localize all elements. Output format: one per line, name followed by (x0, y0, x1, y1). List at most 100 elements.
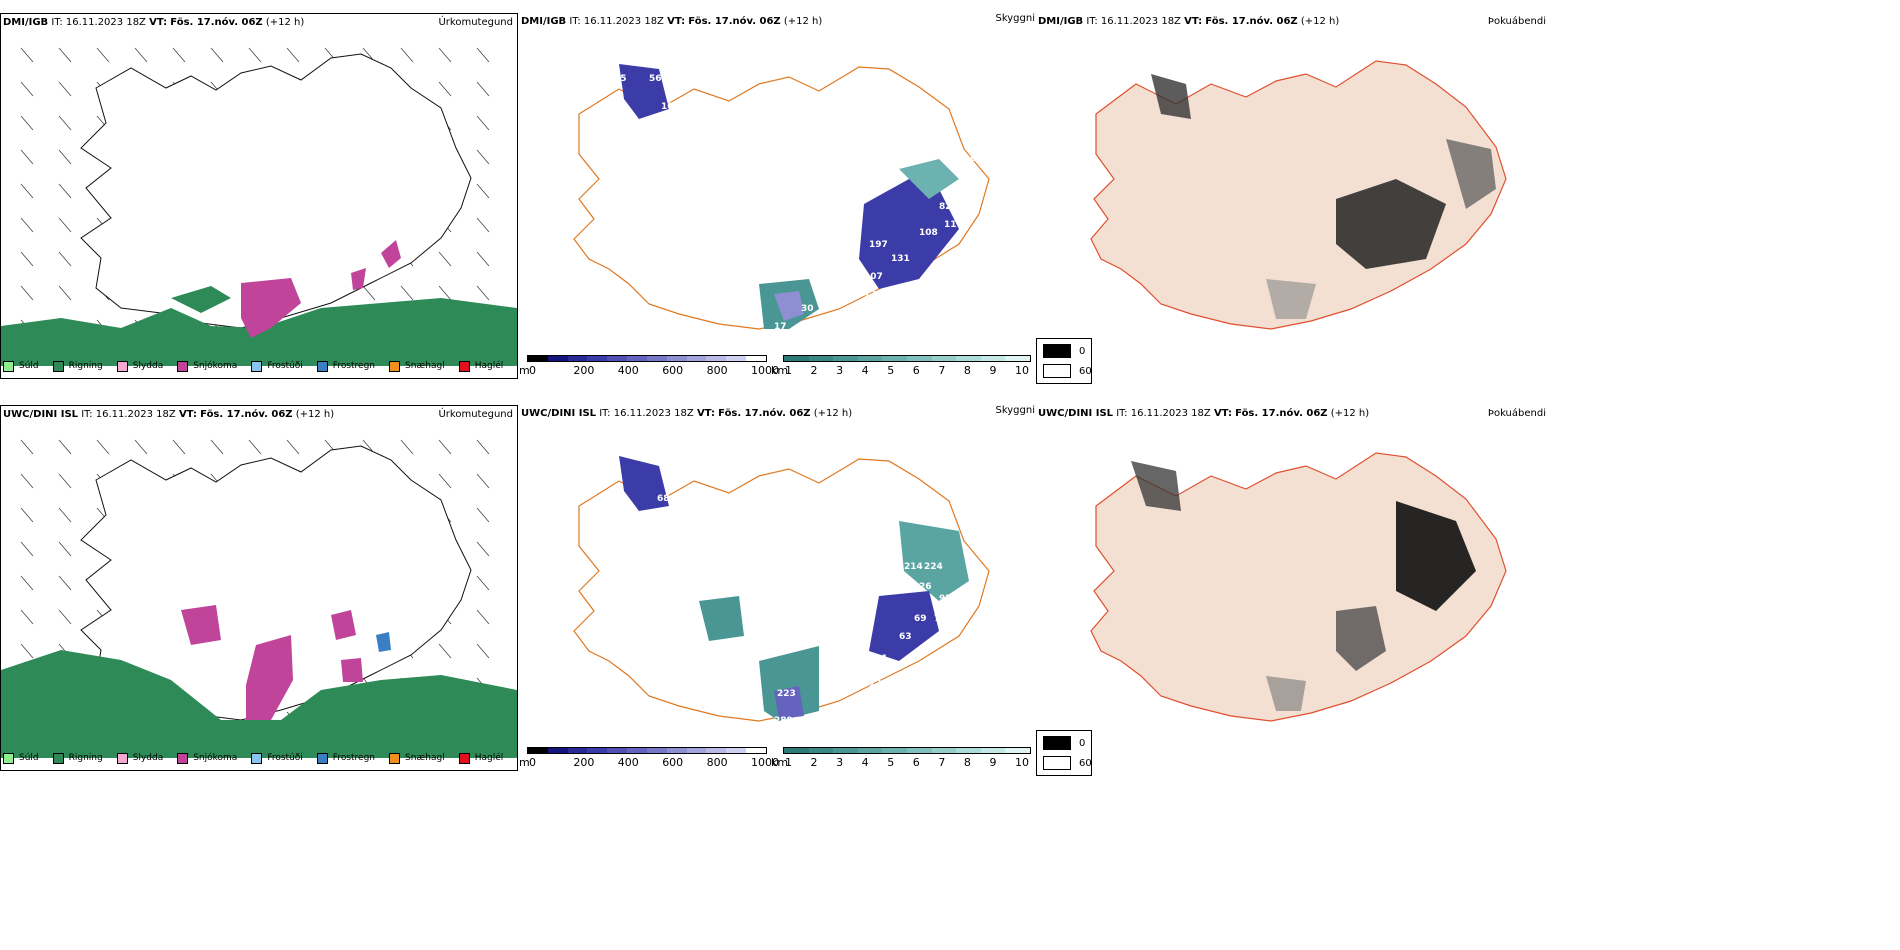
colorbar-tick: 1000 (751, 364, 779, 377)
wind-barb (172, 439, 186, 455)
colorbar-bin (607, 356, 628, 361)
cloud-base-label: 116 (944, 220, 963, 230)
colorbar-unit: km (771, 364, 789, 377)
wind-barb (400, 285, 414, 301)
colorbar-bin (808, 748, 834, 753)
wind-barb (476, 507, 490, 523)
wind-barb (20, 507, 34, 523)
colorbar-bin (980, 748, 1006, 753)
wind-barb (286, 47, 300, 63)
cloud-base-label: 69 (914, 614, 927, 624)
colorbar-bin (646, 356, 667, 361)
wind-barb (20, 217, 34, 233)
colorbar-tick: 0 (529, 756, 536, 769)
wind-barb (20, 609, 34, 625)
colorbar-bin (931, 748, 957, 753)
wind-barb (286, 439, 300, 455)
colorbar-tick: 6 (912, 364, 920, 377)
cloud-base-label: 106 (661, 102, 680, 112)
legend-item: Snjókoma (177, 752, 237, 764)
fog-map (1090, 452, 1507, 722)
cloud-base-label: 79 (934, 614, 947, 624)
colorbar-bin (528, 748, 548, 753)
wind-barb (476, 541, 490, 557)
cloud-base-label: 108 (919, 228, 938, 238)
colorbar-tick: 400 (617, 756, 639, 769)
wind-barb (438, 643, 452, 659)
colorbar-tick: 1000 (751, 756, 779, 769)
wind-barb (476, 47, 490, 63)
fog-legend: 0 60 (1036, 338, 1092, 384)
cloud-base-label: 101 (869, 654, 888, 664)
colorbar-bin (646, 748, 667, 753)
wind-barb (20, 575, 34, 591)
cloud-base-label: 14 (734, 152, 747, 162)
colorbar-tick: 9 (989, 364, 997, 377)
cloud-base-label: 56 (649, 74, 662, 84)
cloud-base-label: 63 (899, 632, 912, 642)
panel-title: Skyggni (995, 405, 1035, 416)
wind-barb (400, 439, 414, 455)
colorbar-tick: 0 (529, 364, 536, 377)
cloud-base-label: 86 (747, 312, 760, 322)
colorbar-tick: 800 (706, 756, 728, 769)
colorbar-tick: 2 (810, 756, 818, 769)
wind-barb (58, 439, 72, 455)
visibility-map: 68 214 224 26 97 69 79 63 101 123 223 289 (573, 456, 990, 726)
wind-barb (96, 439, 110, 455)
wind-barb (20, 285, 34, 301)
wind-barb (438, 473, 452, 489)
panel-header: DMI/IGB IT: 16.11.2023 18Z VT: Fös. 17.n… (1038, 16, 1340, 27)
wind-barb (58, 115, 72, 131)
colorbar-tick: 3 (836, 364, 844, 377)
precip-legend: Súld Rigning Slydda Snjókoma Frostúði Fr… (3, 746, 517, 770)
fog-panel-top: DMI/IGB IT: 16.11.2023 18Z VT: Fös. 17.n… (1036, 13, 1546, 384)
wind-barb (96, 47, 110, 63)
fog-panel-bottom: UWC/DINI ISL IT: 16.11.2023 18Z VT: Fös.… (1036, 405, 1546, 776)
cloud-base-label: 224 (924, 562, 943, 572)
wind-barb (58, 609, 72, 625)
colorbar-tick: 4 (861, 364, 869, 377)
colorbar-bin (931, 356, 957, 361)
colorbar-tick: 5 (887, 756, 895, 769)
legend-item: Frostúði (251, 752, 303, 764)
colorbar-tick: 400 (617, 364, 639, 377)
colorbar-bin (627, 748, 647, 753)
colorbar-bin (686, 748, 707, 753)
wind-barb (134, 439, 148, 455)
wind-barb (58, 285, 72, 301)
colorbar-tick: 5 (887, 364, 895, 377)
fog-map (1090, 60, 1507, 330)
wind-barb (210, 47, 224, 63)
cloud-base-label: 107 (964, 154, 983, 164)
colorbar-bin (726, 356, 747, 361)
precip-map (1, 439, 517, 758)
colorbar-tick: 8 (963, 364, 971, 377)
visibility-colorbar: km 1 2 3 4 5 6 7 8 9 10 (771, 355, 1033, 377)
iceland-outline (80, 53, 472, 329)
colorbar-bin (567, 356, 588, 361)
wind-barb (58, 473, 72, 489)
wind-barb (476, 285, 490, 301)
wind-barb (438, 251, 452, 267)
colorbar-bin (666, 748, 687, 753)
colorbar-bin (547, 356, 568, 361)
cloud-base-label: 68 (657, 494, 670, 504)
colorbar-strip (527, 747, 767, 754)
panel-header: UWC/DINI ISL IT: 16.11.2023 18Z VT: Fös.… (1038, 408, 1370, 419)
colorbar-tick: 1 (785, 364, 792, 377)
colorbar-bin (1005, 748, 1030, 753)
wind-barb (476, 251, 490, 267)
panel-title: Úrkomutegund (438, 17, 513, 28)
wind-barb (438, 285, 452, 301)
wind-barb (210, 439, 224, 455)
colorbar-bin (833, 748, 858, 753)
colorbar-bin (882, 748, 907, 753)
cloud-base-label: 123 (869, 679, 888, 689)
precip-panel-top: DMI/IGB IT: 16.11.2023 18Z VT: Fös. 17.n… (0, 13, 518, 379)
colorbar-bin (980, 356, 1006, 361)
wind-barb (20, 47, 34, 63)
legend-item: Frostregn (316, 360, 375, 372)
colorbar-bin (746, 356, 766, 361)
cloud-base-label: 223 (777, 689, 796, 699)
